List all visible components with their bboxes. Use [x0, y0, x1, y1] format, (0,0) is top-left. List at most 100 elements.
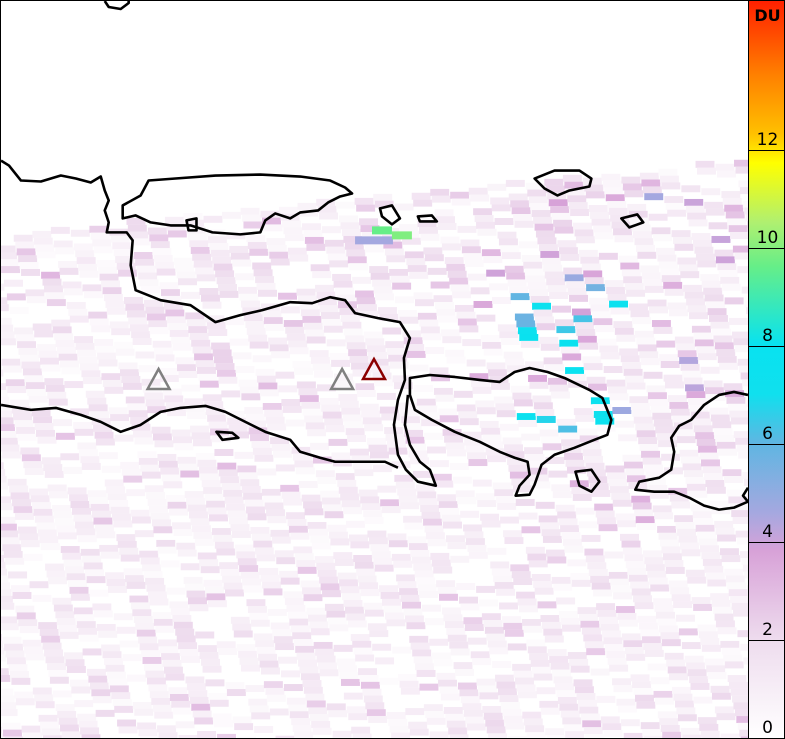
so2-pixel: [731, 331, 748, 339]
so2-pixel: [29, 488, 49, 496]
so2-pixel: [288, 340, 308, 348]
so2-pixel: [153, 618, 173, 626]
so2-pixel: [403, 337, 423, 345]
so2-pixel: [493, 575, 513, 583]
so2-pixel: [1, 674, 11, 682]
so2-pixel: [191, 525, 211, 533]
so2-pixel: [400, 502, 420, 510]
so2-pixel: [540, 343, 560, 351]
so2-pixel: [701, 459, 720, 467]
coastline-islet-4: [378, 204, 402, 226]
so2-pixel: [486, 362, 506, 370]
so2-pixel: [566, 373, 586, 381]
so2-pixel: [232, 352, 252, 360]
so2-pixel: [245, 321, 265, 329]
so2-pixel: [717, 534, 737, 542]
so2-pixel: [362, 417, 382, 425]
so2-pixel: [325, 425, 345, 433]
so2-pixel: [556, 418, 576, 426]
so2-pixel: [323, 325, 343, 333]
so2-pixel: [343, 692, 363, 700]
so2-pixel: [625, 468, 645, 476]
so2-pixel: [85, 569, 105, 577]
so2-pixel: [340, 314, 360, 322]
so2-pixel: [626, 289, 646, 297]
so2-pixel: [5, 650, 25, 658]
so2-pixel: [95, 345, 115, 353]
so2-pixel: [413, 656, 433, 664]
so2-pixel: [680, 727, 700, 735]
so2-pixel: [336, 658, 356, 666]
so2-pixel: [176, 635, 196, 643]
so2-pixel: [543, 264, 563, 272]
so2-pixel: [391, 553, 411, 561]
colorbar-tick-label: 6: [762, 424, 773, 444]
so2-pixel: [691, 504, 711, 512]
so2-pixel: [207, 600, 227, 608]
so2-pixel: [219, 562, 239, 570]
so2-pixel: [326, 610, 346, 618]
so2-pixel: [386, 712, 406, 720]
so2-pixel: [583, 270, 603, 278]
so2-pixel: [695, 160, 715, 168]
so2-pixel: [557, 697, 577, 704]
so2-pixel: [141, 471, 161, 479]
so2-pixel: [256, 646, 276, 654]
so2-pixel: [724, 297, 744, 305]
so2-pixel: [545, 728, 565, 736]
so2-pixel: [139, 643, 159, 651]
so2-pixel: [640, 358, 660, 366]
so2-pixel: [30, 495, 50, 503]
so2-pixel: [169, 330, 189, 337]
so2-pixel: [429, 367, 449, 375]
so2-pixel: [21, 454, 41, 462]
so2-pixel: [225, 318, 245, 326]
so2-pixel: [1, 575, 9, 583]
so2-pixel: [384, 248, 404, 256]
so2-pixel: [736, 716, 748, 724]
so2-pixel: [651, 227, 671, 235]
so2-pixel: [52, 326, 72, 334]
so2-pixel: [364, 424, 384, 432]
so2-pixel: [490, 561, 510, 569]
so2-pixel: [708, 315, 728, 323]
so2-pixel: [258, 653, 278, 661]
so2-pixel: [668, 395, 687, 403]
so2-pixel: [52, 597, 72, 605]
so2-pixel: [40, 721, 60, 729]
so2-pixel: [409, 728, 429, 736]
so2-pixel: [404, 251, 424, 259]
so2-pixel: [137, 722, 157, 730]
so2-pixel: [563, 267, 583, 275]
so2-pixel: [456, 583, 476, 591]
so2-pixel: [1, 317, 12, 325]
so2-pixel: [278, 385, 298, 393]
so2-pixel: [545, 185, 565, 193]
so2-pixel: [335, 287, 355, 295]
so2-pixel: [735, 437, 748, 445]
so2-pixel: [740, 372, 748, 380]
so2-pixel: [669, 673, 689, 681]
so2-pixel: [483, 620, 503, 628]
so2-pixel: [628, 574, 648, 582]
so2-pixel: [613, 685, 633, 693]
so2-pixel: [364, 516, 384, 524]
so2-pixel: [303, 686, 323, 694]
so2-pixel: [452, 476, 472, 484]
so2-pixel: [206, 322, 226, 330]
so2-pixel: [596, 603, 616, 611]
so2-pixel: [586, 376, 606, 384]
so2-pixel: [190, 518, 210, 526]
so2-pixel: [261, 667, 280, 675]
so2-pixel: [146, 313, 166, 321]
so2-pixel: [462, 339, 482, 347]
so2-pixel: [220, 568, 240, 576]
so2-pixel: [87, 490, 107, 498]
so2-pixel: [56, 525, 76, 533]
so2-pixel: [270, 258, 290, 266]
so2-pixel: [652, 412, 672, 420]
so2-pixel: [138, 272, 158, 280]
so2-pixel: [211, 528, 231, 536]
so2-pixel: [700, 545, 719, 553]
so2-pixel: [569, 294, 589, 302]
